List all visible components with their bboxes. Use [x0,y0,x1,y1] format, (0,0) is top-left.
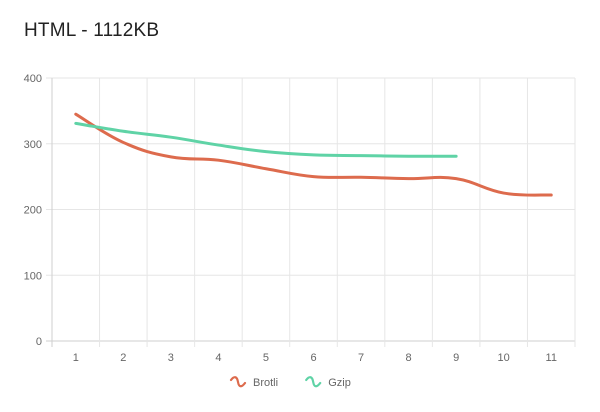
x-tick-label: 4 [215,352,221,364]
data-point-brotli [360,176,363,179]
y-tick-label: 100 [24,270,42,282]
legend-line-icon [305,376,322,388]
data-point-gzip [455,155,458,158]
data-point-brotli [122,141,125,144]
data-point-brotli [74,113,77,116]
data-point-brotli [502,192,505,195]
x-tick-label: 2 [120,352,126,364]
y-tick-label: 200 [24,205,42,217]
data-point-brotli [169,155,172,158]
legend: Brotli Gzip [229,376,351,389]
data-point-gzip [360,154,363,157]
series-line-brotli [74,112,553,197]
data-point-brotli [217,159,220,162]
data-point-brotli [550,194,553,197]
x-tick-label: 6 [310,352,316,364]
y-tick-label: 0 [36,336,42,348]
legend-line-icon [229,376,247,388]
x-tick-label: 11 [546,352,557,364]
x-tick-label: 7 [358,352,364,364]
data-point-brotli [264,167,267,170]
data-point-gzip [264,150,267,153]
data-point-gzip [74,122,77,125]
y-tick-label: 400 [24,73,42,85]
legend-item-brotli[interactable]: Brotli [229,376,278,389]
grid [46,77,576,347]
data-point-gzip [169,136,172,139]
x-tick-label: 10 [498,352,510,364]
data-point-gzip [312,153,315,156]
data-point-brotli [312,175,315,178]
legend-item-gzip[interactable]: Gzip [305,376,351,389]
x-tick-label: 8 [406,352,412,364]
series-line-gzip [74,121,458,158]
legend-label: Brotli [253,377,278,389]
x-tick-label: 9 [453,352,459,364]
legend-label: Gzip [328,377,351,389]
chart-title: HTML - 1112KB [24,20,160,41]
x-tick-label: 1 [73,352,79,364]
axes: 0 100 200 300 400 1 2 3 4 5 6 7 8 9 10 11 [24,73,557,364]
data-point-gzip [407,155,410,158]
y-tick-label: 300 [24,139,42,151]
data-point-gzip [217,144,220,147]
series-lines [74,112,553,197]
data-point-brotli [407,177,410,180]
data-point-brotli [455,177,458,180]
data-point-gzip [122,130,125,133]
x-tick-label: 3 [168,352,174,364]
x-tick-label: 5 [263,352,269,364]
